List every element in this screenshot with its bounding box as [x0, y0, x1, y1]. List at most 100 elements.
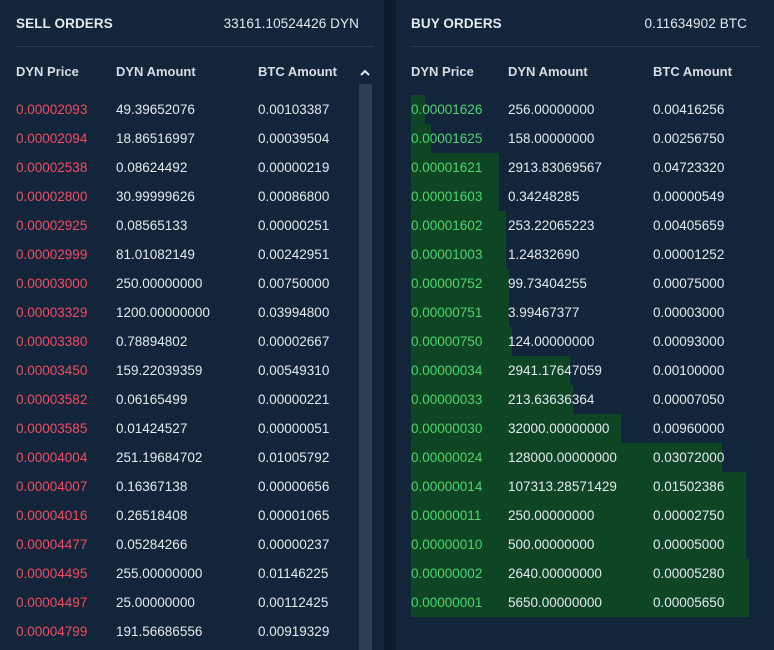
sell-order-price: 0.00003380	[16, 334, 88, 349]
buy-depth-bar	[411, 211, 506, 240]
sell-column-headers: DYN Price DYN Amount BTC Amount	[0, 64, 384, 84]
buy-order-btc: 0.00100000	[653, 363, 725, 378]
buy-order-amount: 2640.00000000	[508, 566, 602, 581]
buy-depth-bar	[411, 588, 749, 617]
sell-orders-list: 0.00002093 49.39652076 0.00103387 0.0000209…	[0, 95, 384, 646]
sell-order-price: 0.00004497	[16, 595, 88, 610]
sell-order-amount: 191.56686556	[116, 624, 203, 639]
sell-order-row[interactable]: 0.00003380 0.78894802 0.00002667	[0, 327, 384, 356]
buy-order-price: 0.00000024	[411, 450, 483, 465]
buy-order-price: 0.00000034	[411, 363, 483, 378]
buy-order-row[interactable]: 0.00000001 5650.00000000 0.00005650	[396, 588, 774, 617]
scrollbar-thumb[interactable]	[359, 84, 372, 650]
sell-order-row[interactable]: 0.00003582 0.06165499 0.00000221	[0, 385, 384, 414]
sell-order-amount: 81.01082149	[116, 247, 195, 262]
sell-order-row[interactable]: 0.00002925 0.08565133 0.00000251	[0, 211, 384, 240]
sell-order-amount: 250.00000000	[116, 276, 203, 291]
buy-order-row[interactable]: 0.00000002 2640.00000000 0.00005280	[396, 559, 774, 588]
sell-order-amount: 18.86516997	[116, 131, 195, 146]
sell-order-row[interactable]: 0.00004016 0.26518408 0.00001065	[0, 501, 384, 530]
sell-order-row[interactable]: 0.00002093 49.39652076 0.00103387	[0, 95, 384, 124]
buy-order-row[interactable]: 0.00000010 500.00000000 0.00005000	[396, 530, 774, 559]
sell-order-price: 0.00004016	[16, 508, 88, 523]
buy-order-btc: 0.00005650	[653, 595, 725, 610]
sell-order-row[interactable]: 0.00002999 81.01082149 0.00242951	[0, 240, 384, 269]
buy-order-row[interactable]: 0.00000011 250.00000000 0.00002750	[396, 501, 774, 530]
sell-col-amount-header[interactable]: DYN Amount	[116, 64, 196, 79]
sell-order-row[interactable]: 0.00003329 1200.00000000 0.03994800	[0, 298, 384, 327]
buy-order-amount: 2941.17647059	[508, 363, 602, 378]
sell-order-row[interactable]: 0.00003000 250.00000000 0.00750000	[0, 269, 384, 298]
buy-order-row[interactable]: 0.00000033 213.63636364 0.00007050	[396, 385, 774, 414]
sell-orders-header: SELL ORDERS 33161.10524426 DYN	[16, 0, 374, 47]
buy-col-price-header[interactable]: DYN Price	[411, 64, 474, 79]
sell-order-price: 0.00004004	[16, 450, 88, 465]
sell-order-row[interactable]: 0.00004799 191.56686556 0.00919329	[0, 617, 384, 646]
buy-order-row[interactable]: 0.00001625 158.00000000 0.00256750	[396, 124, 774, 153]
buy-order-btc: 0.00000549	[653, 189, 725, 204]
chevron-up-icon[interactable]	[357, 66, 373, 82]
sell-order-amount: 49.39652076	[116, 102, 195, 117]
sell-order-row[interactable]: 0.00004495 255.00000000 0.01146225	[0, 559, 384, 588]
sell-order-row[interactable]: 0.00002538 0.08624492 0.00000219	[0, 153, 384, 182]
sell-order-btc: 0.00919329	[258, 624, 330, 639]
sell-order-row[interactable]: 0.00003450 159.22039359 0.00549310	[0, 356, 384, 385]
sell-order-btc: 0.00000051	[258, 421, 330, 436]
sell-col-btc-header[interactable]: BTC Amount	[258, 64, 337, 79]
buy-order-amount: 128000.00000000	[508, 450, 617, 465]
buy-order-amount: 3.99467377	[508, 305, 580, 320]
buy-order-btc: 0.01502386	[653, 479, 725, 494]
sell-order-row[interactable]: 0.00004497 25.00000000 0.00112425	[0, 588, 384, 617]
buy-order-price: 0.00001621	[411, 160, 483, 175]
sell-order-amount: 0.06165499	[116, 392, 188, 407]
buy-order-btc: 0.00405659	[653, 218, 725, 233]
buy-order-row[interactable]: 0.00000752 99.73404255 0.00075000	[396, 269, 774, 298]
buy-col-btc-header[interactable]: BTC Amount	[653, 64, 732, 79]
buy-order-row[interactable]: 0.00001626 256.00000000 0.00416256	[396, 95, 774, 124]
buy-order-amount: 256.00000000	[508, 102, 595, 117]
sell-col-price-header[interactable]: DYN Price	[16, 64, 79, 79]
buy-order-row[interactable]: 0.00001603 0.34248285 0.00000549	[396, 182, 774, 211]
buy-order-row[interactable]: 0.00001621 2913.83069567 0.04723320	[396, 153, 774, 182]
buy-order-price: 0.00001626	[411, 102, 483, 117]
buy-order-btc: 0.00003000	[653, 305, 725, 320]
sell-order-price: 0.00004007	[16, 479, 88, 494]
sell-orders-panel: SELL ORDERS 33161.10524426 DYN DYN Price…	[0, 0, 384, 650]
sell-order-btc: 0.00103387	[258, 102, 330, 117]
buy-order-row[interactable]: 0.00000034 2941.17647059 0.00100000	[396, 356, 774, 385]
buy-order-btc: 0.00005280	[653, 566, 725, 581]
sell-order-row[interactable]: 0.00004007 0.16367138 0.00000656	[0, 472, 384, 501]
sell-order-amount: 0.08624492	[116, 160, 188, 175]
buy-col-amount-header[interactable]: DYN Amount	[508, 64, 588, 79]
sell-order-row[interactable]: 0.00003585 0.01424527 0.00000051	[0, 414, 384, 443]
sell-order-price: 0.00003582	[16, 392, 88, 407]
buy-order-row[interactable]: 0.00001602 253.22065223 0.00405659	[396, 211, 774, 240]
buy-order-row[interactable]: 0.00000751 3.99467377 0.00003000	[396, 298, 774, 327]
sell-order-amount: 255.00000000	[116, 566, 203, 581]
buy-order-price: 0.00001603	[411, 189, 483, 204]
buy-depth-bar	[411, 298, 509, 327]
buy-order-row[interactable]: 0.00000750 124.00000000 0.00093000	[396, 327, 774, 356]
buy-order-price: 0.00000011	[411, 508, 482, 523]
sell-order-btc: 0.00086800	[258, 189, 330, 204]
buy-order-row[interactable]: 0.00001003 1.24832690 0.00001252	[396, 240, 774, 269]
sell-order-row[interactable]: 0.00004004 251.19684702 0.01005792	[0, 443, 384, 472]
sell-order-btc: 0.00750000	[258, 276, 330, 291]
sell-order-amount: 0.16367138	[116, 479, 188, 494]
sell-orders-scrollbar[interactable]	[357, 69, 373, 650]
sell-order-row[interactable]: 0.00002094 18.86516997 0.00039504	[0, 124, 384, 153]
buy-order-amount: 107313.28571429	[508, 479, 617, 494]
buy-order-btc: 0.00002750	[653, 508, 725, 523]
sell-order-btc: 0.00112425	[258, 595, 329, 610]
buy-order-row[interactable]: 0.00000024 128000.00000000 0.03072000	[396, 443, 774, 472]
sell-order-row[interactable]: 0.00002800 30.99999626 0.00086800	[0, 182, 384, 211]
buy-order-price: 0.00000752	[411, 276, 483, 291]
sell-order-btc: 0.00242951	[258, 247, 330, 262]
sell-order-amount: 0.08565133	[116, 218, 188, 233]
buy-order-btc: 0.00960000	[653, 421, 725, 436]
buy-order-row[interactable]: 0.00000014 107313.28571429 0.01502386	[396, 472, 774, 501]
buy-depth-bar	[411, 559, 749, 588]
buy-orders-header: BUY ORDERS 0.11634902 BTC	[411, 0, 761, 47]
buy-order-row[interactable]: 0.00000030 32000.00000000 0.00960000	[396, 414, 774, 443]
sell-order-row[interactable]: 0.00004477 0.05284266 0.00000237	[0, 530, 384, 559]
